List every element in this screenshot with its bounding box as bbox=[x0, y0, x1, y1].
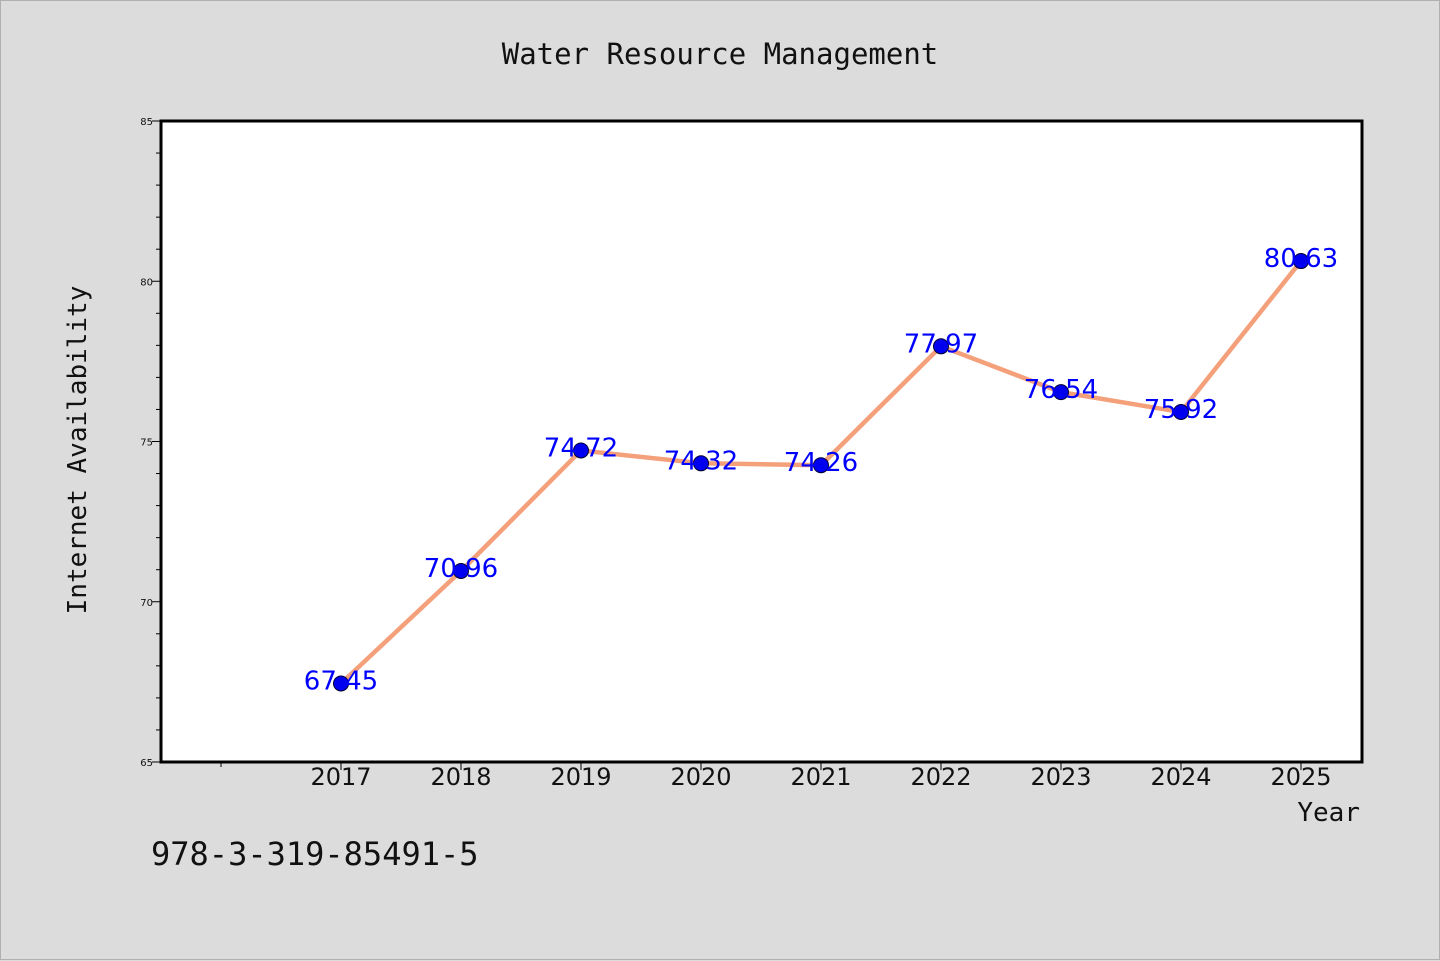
data-label: 67.45 bbox=[304, 666, 378, 696]
y-axis: 65 70 75 80 85 bbox=[140, 117, 161, 769]
data-label: 74.32 bbox=[664, 446, 738, 476]
data-point bbox=[453, 562, 469, 579]
data-point bbox=[693, 455, 709, 472]
data-point bbox=[933, 338, 949, 355]
isbn-text: 978-3-319-85491-5 bbox=[151, 835, 479, 873]
y-tick-label: 75 bbox=[140, 438, 153, 449]
y-tick-label: 70 bbox=[140, 598, 153, 609]
y-axis-label: Internet Availability bbox=[63, 286, 93, 615]
x-tick-label: 2020 bbox=[670, 763, 731, 791]
x-tick-label: 2025 bbox=[1270, 763, 1331, 791]
data-label: 75.92 bbox=[1144, 395, 1218, 425]
x-tick-label: 2022 bbox=[910, 763, 971, 791]
y-tick-label: 85 bbox=[140, 117, 153, 128]
chart-title: Water Resource Management bbox=[502, 37, 939, 71]
data-point bbox=[813, 457, 829, 474]
data-label: 76.54 bbox=[1024, 375, 1098, 405]
series-group bbox=[333, 253, 1309, 692]
x-tick-label: 2021 bbox=[790, 763, 851, 791]
data-label: 77.97 bbox=[904, 329, 978, 359]
data-label: 80.63 bbox=[1264, 244, 1338, 274]
data-labels: 67.45 70.96 74.72 74.32 74.26 77.97 76.54 75.92… bbox=[304, 244, 1338, 696]
data-point bbox=[1053, 384, 1069, 401]
y-tick-label: 65 bbox=[140, 758, 153, 769]
data-label: 74.72 bbox=[544, 433, 618, 463]
data-point bbox=[573, 442, 589, 459]
y-tick-label: 80 bbox=[140, 277, 153, 288]
x-tick-label: 2019 bbox=[550, 763, 611, 791]
data-point bbox=[1293, 253, 1309, 270]
x-tick-label: 2023 bbox=[1030, 763, 1091, 791]
data-label: 70.96 bbox=[424, 554, 498, 584]
data-label: 74.26 bbox=[784, 448, 858, 478]
data-point bbox=[333, 675, 349, 692]
x-axis: 2017 2018 2019 2020 2021 2022 2023 2024 2025 bbox=[220, 762, 1332, 791]
data-point bbox=[1173, 404, 1189, 421]
x-tick-label: 2024 bbox=[1150, 763, 1211, 791]
x-tick-label: 2017 bbox=[310, 763, 371, 791]
x-axis-label: Year bbox=[1297, 798, 1360, 828]
plot-area bbox=[159, 119, 1364, 764]
x-tick-label: 2018 bbox=[430, 763, 491, 791]
